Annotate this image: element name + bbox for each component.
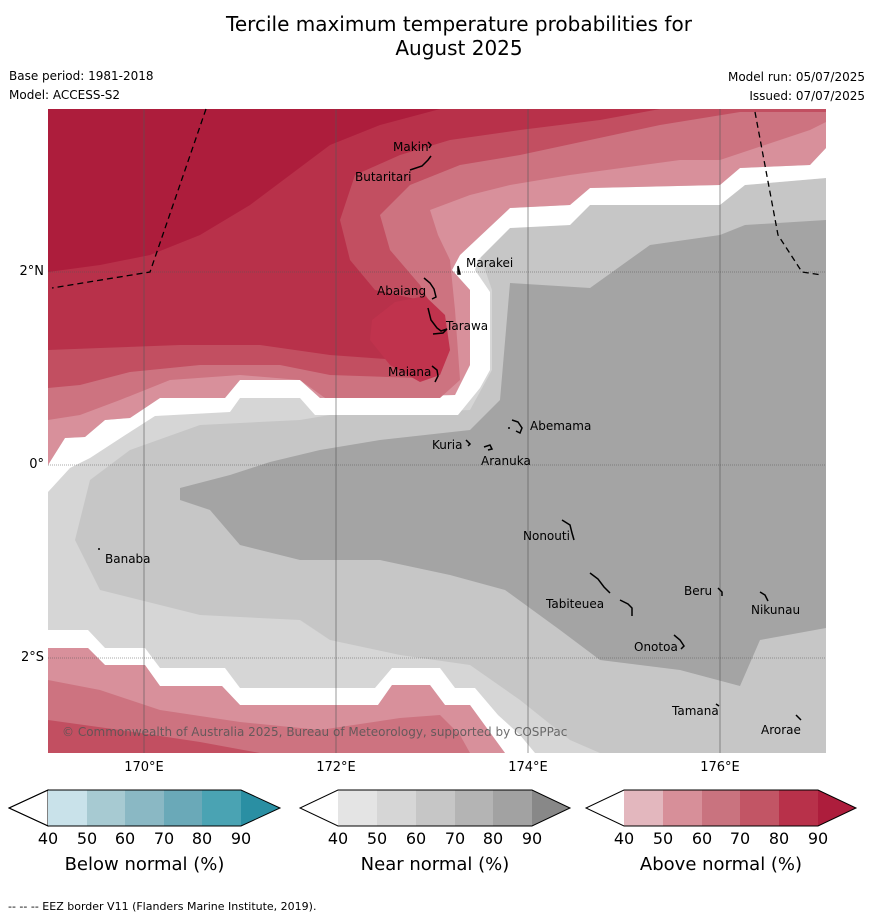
- tick: 90: [521, 829, 543, 848]
- copyright-notice: © Commonwealth of Australia 2025, Bureau…: [62, 725, 567, 739]
- model-name: Model: ACCESS-S2: [9, 88, 121, 102]
- tick: 80: [768, 829, 790, 848]
- colorbar-above-normal: [584, 789, 858, 827]
- colorbar-below-normal: [7, 789, 282, 827]
- tick: 60: [691, 829, 713, 848]
- tick: 70: [153, 829, 175, 848]
- colorbar-above-title: Above normal (%): [639, 854, 803, 875]
- label-marakei: Marakei: [466, 256, 513, 270]
- tick: 60: [405, 829, 427, 848]
- tick: 70: [729, 829, 751, 848]
- label-onotoa: Onotoa: [634, 640, 678, 654]
- label-tarawa: Tarawa: [445, 319, 488, 333]
- label-butaritari: Butaritari: [355, 170, 412, 184]
- white-gap-south: [48, 630, 535, 753]
- tick: 50: [76, 829, 98, 848]
- issued-date: Issued: 07/07/2025: [749, 89, 865, 103]
- above-normal-90-region: [48, 109, 440, 272]
- tick: 60: [114, 829, 136, 848]
- label-makin: Makin: [393, 140, 429, 154]
- tick: 90: [230, 829, 252, 848]
- tick: 80: [191, 829, 213, 848]
- gridlines: [48, 109, 826, 753]
- tick: 90: [807, 829, 829, 848]
- above-normal-south-70: [48, 720, 260, 753]
- title-line-2: August 2025: [395, 36, 523, 60]
- label-tamana: Tamana: [671, 704, 719, 718]
- label-banaba: Banaba: [105, 552, 151, 566]
- label-arorae: Arorae: [761, 723, 801, 737]
- lon-label-172e: 172°E: [316, 760, 356, 775]
- label-beru: Beru: [684, 584, 712, 598]
- label-kuria: Kuria: [432, 438, 463, 452]
- label-tabiteuea: Tabiteuea: [545, 597, 604, 611]
- colorbar-near-title: Near normal (%): [360, 854, 510, 875]
- lon-label-176e: 176°E: [700, 760, 740, 775]
- tick: 40: [613, 829, 635, 848]
- tick: 40: [327, 829, 349, 848]
- lat-label-2n: 2°N: [19, 264, 45, 279]
- lon-label-170e: 170°E: [124, 760, 164, 775]
- lat-label-2s: 2°S: [20, 650, 44, 665]
- colorbar-below-title: Below normal (%): [64, 854, 225, 875]
- lat-label-0: 0°: [29, 457, 44, 472]
- near-normal-70-region: [180, 220, 826, 686]
- tick: 50: [366, 829, 388, 848]
- above-normal-south-60: [48, 680, 470, 753]
- label-aranuka: Aranuka: [481, 454, 531, 468]
- tick: 80: [482, 829, 504, 848]
- eez-border: [51, 108, 823, 289]
- map-title: Tercile maximum temperature probabilitie…: [0, 12, 873, 60]
- tick: 40: [37, 829, 59, 848]
- eez-footnote: -- -- -- EEZ border V11 (Flanders Marine…: [8, 900, 317, 913]
- model-run: Model run: 05/07/2025: [727, 70, 865, 84]
- label-nonouti: Nonouti: [523, 529, 570, 543]
- title-line-1: Tercile maximum temperature probabilitie…: [226, 12, 692, 36]
- island-outlines: [98, 141, 802, 721]
- tick: 70: [444, 829, 466, 848]
- lon-label-174e: 174°E: [508, 760, 548, 775]
- label-maiana: Maiana: [388, 365, 431, 379]
- white-gap-north: [48, 148, 826, 492]
- label-abemama: Abemama: [530, 419, 591, 433]
- label-abaiang: Abaiang: [377, 284, 426, 298]
- tick: 50: [652, 829, 674, 848]
- colorbar-near-normal: [298, 789, 572, 827]
- label-nikunau: Nikunau: [751, 603, 800, 617]
- base-period: Base period: 1981-2018: [9, 69, 154, 83]
